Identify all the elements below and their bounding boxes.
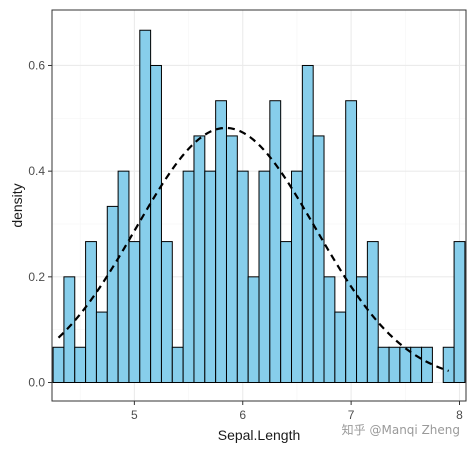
histogram-bar (193, 135, 206, 384)
histogram-bar (345, 100, 358, 384)
histogram-bar (215, 100, 227, 384)
histogram-bar (204, 170, 217, 384)
histogram-bar (258, 170, 271, 384)
density-curve (57, 126, 450, 372)
x-axis-title: Sepal.Length (218, 427, 301, 443)
x-tick-label: 8 (456, 408, 463, 422)
x-tick-label: 6 (239, 408, 246, 422)
histogram-bar (85, 241, 97, 384)
histogram-bar (171, 346, 184, 384)
histogram-bar (453, 241, 466, 384)
histogram-bar (388, 346, 401, 384)
histogram-bar (291, 170, 303, 384)
histogram-bar (399, 346, 412, 384)
histogram-bar (160, 241, 173, 384)
x-tick-label: 7 (348, 408, 355, 422)
histogram-bar (182, 170, 195, 384)
histogram-bar (95, 311, 108, 384)
histogram-bar (128, 241, 141, 384)
histogram-bar (410, 346, 423, 384)
histogram-bar (117, 170, 130, 384)
y-tick-label: 0.0 (28, 376, 45, 390)
histogram-bar (334, 311, 347, 384)
histogram-bar (356, 276, 368, 384)
panel-border (51, 9, 467, 402)
histogram-bar (150, 64, 162, 384)
y-axis-ticks: 0.0 0.2 0.4 0.6 (28, 58, 52, 390)
histogram-bar (52, 346, 65, 384)
histogram-bar (225, 135, 238, 384)
histogram-bar (421, 346, 433, 384)
histogram-bar (377, 346, 390, 384)
histogram-bar (247, 276, 260, 384)
histogram-bar (74, 346, 87, 384)
histogram-bars (52, 29, 466, 384)
histogram-bar (301, 64, 314, 384)
x-axis-ticks: 5 6 7 8 (131, 401, 463, 422)
histogram-bar (312, 135, 325, 384)
histogram-bar (442, 346, 455, 384)
y-axis-title: density (9, 183, 25, 227)
histogram-bar (63, 276, 76, 384)
histogram-bar (106, 205, 119, 384)
histogram-bar (366, 241, 379, 384)
y-tick-label: 0.4 (28, 164, 45, 178)
histogram-bar (280, 241, 293, 384)
histogram-bar (269, 100, 282, 384)
watermark: 知乎 @Manqi Zheng (341, 423, 460, 437)
x-tick-label: 5 (131, 408, 138, 422)
histogram-bar (323, 276, 336, 384)
histogram-bar (236, 170, 249, 384)
y-tick-label: 0.6 (28, 58, 45, 72)
y-tick-label: 0.2 (28, 270, 45, 284)
